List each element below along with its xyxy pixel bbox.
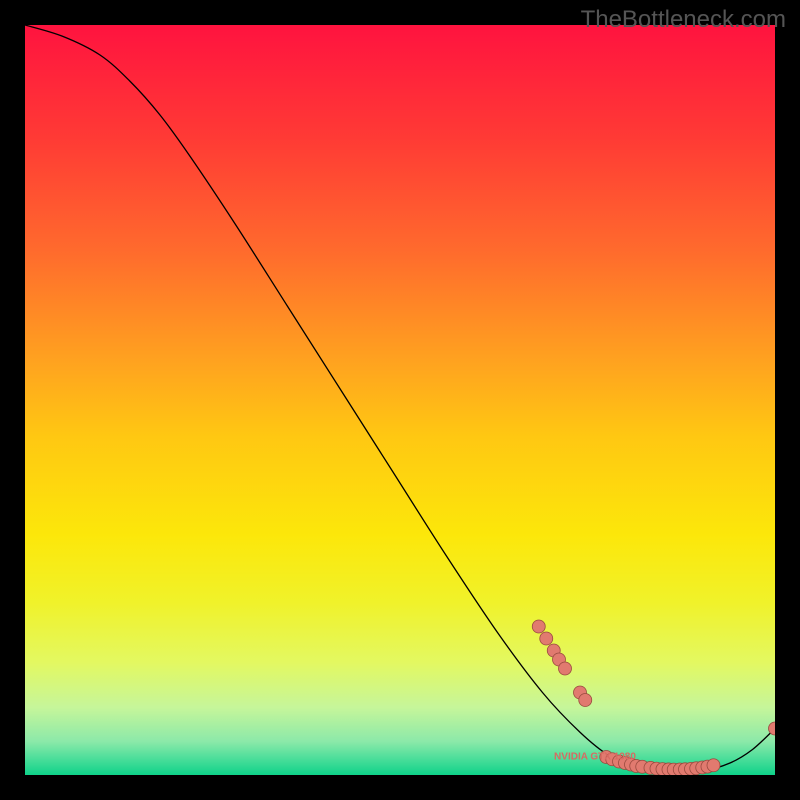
data-marker xyxy=(540,632,553,645)
data-marker xyxy=(707,759,720,772)
data-marker xyxy=(532,620,545,633)
bottleneck-curve xyxy=(25,25,775,775)
plot-area: NVIDIA GTX 1080 xyxy=(25,25,775,775)
chart-overlay xyxy=(25,25,775,775)
data-marker xyxy=(559,662,572,675)
series-label: NVIDIA GTX 1080 xyxy=(554,751,636,762)
watermark-text: TheBottleneck.com xyxy=(581,6,786,34)
data-marker xyxy=(579,694,592,707)
